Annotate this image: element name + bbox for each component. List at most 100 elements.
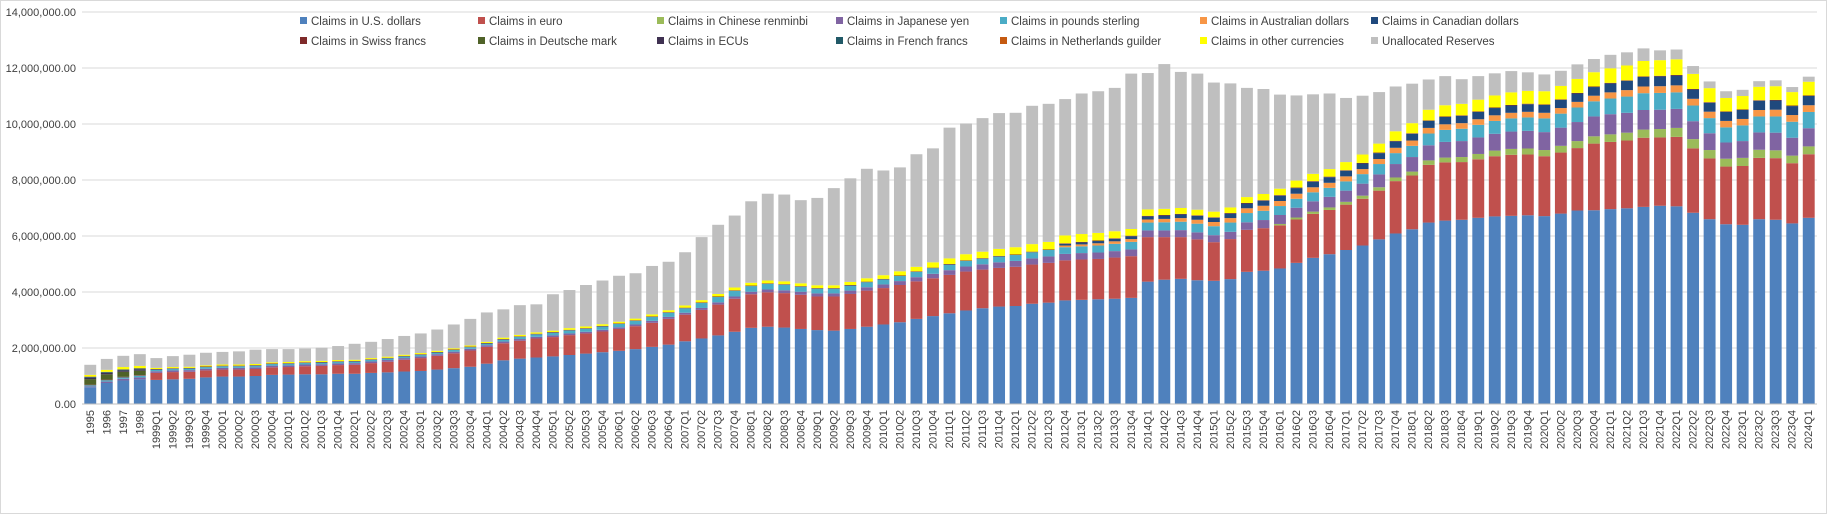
bar-segment [877,284,889,288]
bar-segment [1803,128,1815,146]
bar-segment [1571,79,1583,93]
bar-segment [712,305,724,336]
bar-segment [1307,181,1319,182]
bar-segment [101,373,113,374]
bar-segment [1439,158,1451,163]
bar-segment [1505,118,1517,131]
bar-segment [464,319,476,346]
bar-segment [1753,87,1765,100]
bar-segment [1059,246,1071,248]
bar-segment [1224,214,1236,218]
bar-segment [1241,203,1253,204]
bar-segment [183,372,195,379]
legend-label: Claims in ECUs [668,36,749,48]
bar-segment [1026,304,1038,404]
bar-segment [183,370,195,372]
bar-segment [679,252,691,305]
bar-segment [877,275,889,279]
legend-swatch [657,37,664,44]
bar-segment [283,362,295,363]
bar-segment [1324,177,1336,178]
bar-segment [1803,218,1815,404]
x-tick-label: 2002Q3 [382,410,394,449]
bar-segment [993,262,1005,268]
x-tick-label: 2016Q1 [1274,410,1286,449]
bar-segment [1571,122,1583,141]
bar-segment [250,369,262,376]
bar-segment [663,312,675,313]
bar-segment [778,195,790,282]
bar-segment [1423,128,1435,134]
bar-segment [1638,77,1650,87]
bar-segment [1770,158,1782,220]
bar-segment [1571,64,1583,79]
bar-segment [960,267,972,272]
bar-segment [1687,99,1699,106]
bar-segment [811,296,823,330]
legend-item: Claims in French francs [836,36,968,48]
bar-segment [927,262,939,267]
bar-segment [1340,170,1352,171]
bar-segment [977,308,989,404]
bar-segment [1753,101,1765,110]
bar-segment [1472,100,1484,112]
legend-item: Unallocated Reserves [1371,36,1495,48]
bar-segment [1621,141,1633,209]
bar-segment [1224,213,1236,214]
bar-segment [101,380,113,381]
bar-segment [613,323,625,324]
x-tick-label: 2001Q3 [316,410,328,449]
bar-segment [448,353,460,368]
bar-segment [646,316,658,317]
bar-segment [1175,222,1187,230]
bar-segment [1588,87,1600,96]
bar-segment [1555,71,1567,86]
bar-segment [1224,232,1236,239]
bar-segment [1786,106,1798,107]
bar-segment [299,349,311,362]
bar-segment [1654,76,1666,86]
bar-segment [1142,73,1154,209]
bar-segment [1770,133,1782,151]
x-tick-label: 2012Q3 [1043,410,1055,449]
bar-segment [1654,76,1666,77]
bar-segment [150,380,162,404]
bar-segment [679,305,691,307]
bar-segment [1621,90,1633,96]
bar-segment [1026,106,1038,244]
bar-segment [349,361,361,362]
bar-segment [117,356,129,367]
bar-segment [1406,141,1418,146]
bar-segment [960,272,972,311]
x-tick-label: 2015Q4 [1258,410,1270,449]
bar-segment [431,330,443,351]
x-tick-label: 2022Q2 [1688,410,1700,449]
bar-segment [977,264,989,269]
legend-label: Claims in U.S. dollars [311,16,421,28]
bar-segment [1571,102,1583,108]
bar-segment [877,288,889,324]
bar-segment [1489,73,1501,95]
bar-segment [679,308,691,309]
bar-segment [1555,86,1567,99]
bar-segment [415,358,427,371]
bar-segment [894,275,906,276]
x-tick-label: 2021Q2 [1621,410,1633,449]
bar-segment [861,169,873,278]
bar-segment [200,370,212,377]
bar-segment [1770,86,1782,100]
bar-segment [1720,224,1732,404]
bar-segment [547,331,559,332]
bar-segment [1059,235,1071,243]
x-tick-label: 2008Q2 [762,410,774,449]
bar-segment [183,367,195,368]
legend-label: Claims in Deutsche mark [489,36,617,48]
bar-segment [1737,90,1749,96]
bar-segment [266,364,278,366]
bar-segment [1456,104,1468,115]
bar-segment [1406,229,1418,404]
bar-segment [481,312,493,341]
bar-segment [1439,130,1451,142]
y-tick-label: 2,000,000.00 [12,343,76,355]
